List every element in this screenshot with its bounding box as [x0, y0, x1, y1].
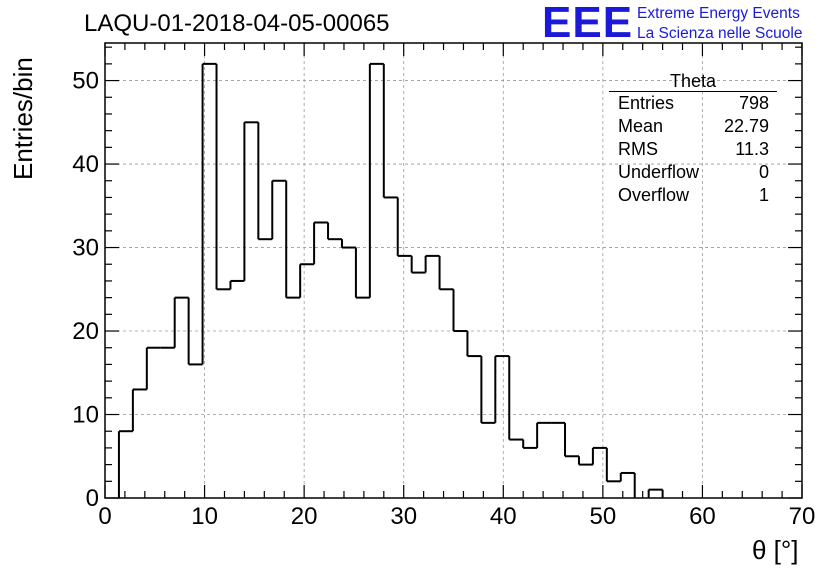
y-tick-label: 10 [72, 402, 99, 429]
stats-row-value: 0 [758, 162, 769, 182]
stats-title: Theta [609, 72, 777, 92]
x-tick-label: 0 [98, 503, 111, 530]
y-tick-label: 30 [72, 235, 99, 262]
x-tick-label: 40 [490, 503, 517, 530]
plot-frame [104, 42, 803, 499]
stats-box: Theta Entries 798 Mean 22.79 RMS 11.3 Underflo… [609, 72, 777, 207]
stats-row: Mean 22.79 [609, 115, 777, 138]
y-tick-label: 20 [72, 318, 99, 345]
logo-line-2: La Scienza nelle Scuole [637, 25, 803, 42]
stats-row: Entries 798 [609, 92, 777, 115]
stats-row-value: 11.3 [735, 139, 769, 159]
stats-row-value: 1 [758, 185, 769, 205]
eee-logo: EEE [542, 0, 634, 47]
y-tick-label: 50 [72, 68, 99, 95]
x-axis-label: θ [°] [752, 535, 799, 565]
stats-row-value: 22.79 [723, 116, 769, 136]
stats-row-label: Entries [618, 93, 675, 113]
y-tick-label: 0 [86, 485, 99, 512]
logo-line-1: Extreme Energy Events [637, 5, 800, 22]
stats-row: Underflow 0 [609, 161, 777, 184]
x-tick-label: 10 [191, 503, 218, 530]
stats-row: Overflow 1 [609, 184, 777, 207]
stats-rows: Entries 798 Mean 22.79 RMS 11.3 Underflow 0 Over… [609, 92, 777, 207]
y-axis-label: Entries/bin [8, 57, 38, 180]
stats-row-label: Underflow [618, 162, 700, 182]
x-tick-label: 20 [291, 503, 318, 530]
stats-row-label: Overflow [618, 185, 690, 205]
stats-row-value: 798 [738, 93, 769, 113]
stats-row-label: RMS [618, 139, 658, 159]
x-tick-label: 70 [789, 503, 816, 530]
y-tick-label: 40 [72, 151, 99, 178]
x-tick-label: 30 [390, 503, 417, 530]
stats-row-label: Mean [618, 116, 664, 136]
stats-row: RMS 11.3 [609, 138, 777, 161]
x-tick-label: 60 [689, 503, 716, 530]
chart-title: LAQU-01-2018-04-05-00065 [84, 10, 390, 37]
x-tick-label: 50 [590, 503, 617, 530]
